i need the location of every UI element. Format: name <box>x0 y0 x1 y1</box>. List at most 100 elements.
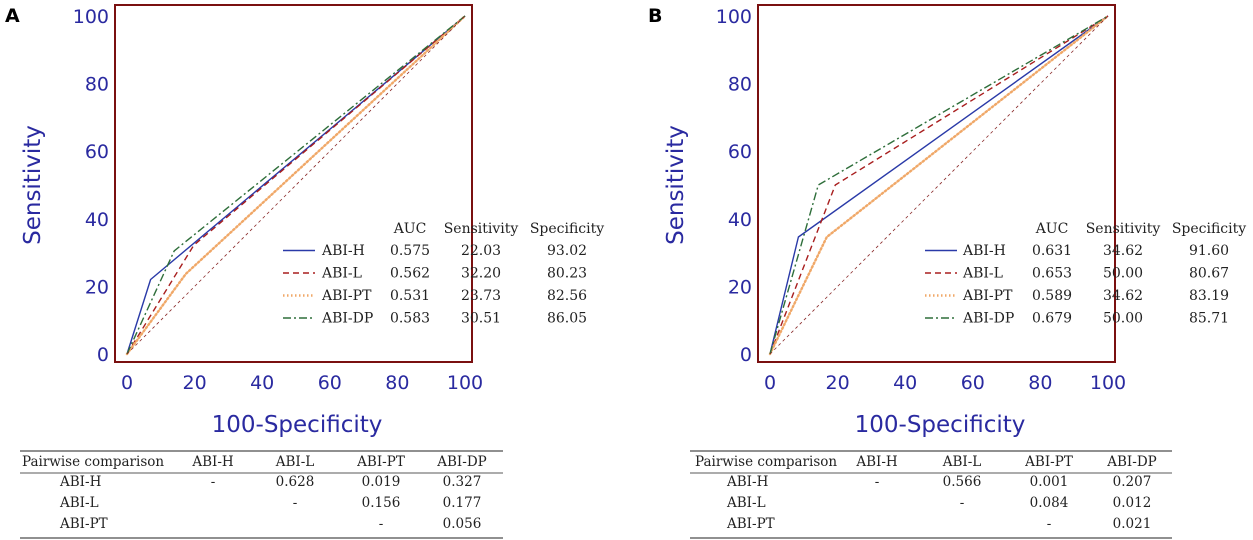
legend-specificity-value: 85.71 <box>1189 311 1229 327</box>
table-cell: - <box>293 495 298 511</box>
roc-curve-abi-l <box>126 15 466 355</box>
y-tick-label: 0 <box>740 344 752 366</box>
x-tick-label: 80 <box>1028 372 1052 394</box>
table-cell: - <box>960 495 965 511</box>
table-header-cell: ABI-PT <box>356 454 405 470</box>
legend-specificity-value: 83.19 <box>1189 288 1229 304</box>
legend-header-auc: AUC <box>393 221 427 237</box>
legend-specificity-value: 93.02 <box>547 243 587 259</box>
y-tick-label: 80 <box>85 74 109 96</box>
table-cell: - <box>875 474 880 490</box>
x-tick-label: 60 <box>318 372 342 394</box>
legend-specificity-value: 86.05 <box>547 311 587 327</box>
table-header-cell: ABI-L <box>275 454 315 470</box>
legend-auc-value: 0.653 <box>1032 266 1072 282</box>
roc-curve-reference <box>769 15 1109 355</box>
table-cell: 0.566 <box>943 474 982 490</box>
roc-curve-reference <box>126 15 466 355</box>
x-tick-label: 100 <box>1090 372 1126 394</box>
legend-specificity-value: 80.67 <box>1189 266 1229 282</box>
x-tick-label: 0 <box>121 372 133 394</box>
x-tick-label: 20 <box>183 372 207 394</box>
roc-curve-abi-dp <box>126 15 466 355</box>
x-tick-label: 40 <box>250 372 274 394</box>
y-tick-label: 40 <box>85 209 109 231</box>
legend-header-specificity: Specificity <box>530 221 604 237</box>
x-tick-label: 60 <box>961 372 985 394</box>
legend-sensitivity-value: 34.62 <box>1103 243 1143 259</box>
legend-auc-value: 0.679 <box>1032 311 1072 327</box>
legend-label: ABI-PT <box>962 288 1013 304</box>
plot-frame <box>114 4 473 363</box>
legend-sensitivity-value: 23.73 <box>461 288 501 304</box>
legend-auc-value: 0.562 <box>390 266 430 282</box>
table-header-cell: ABI-DP <box>1106 454 1156 470</box>
table-cell: 0.177 <box>443 495 482 511</box>
table-header-cell: ABI-L <box>942 454 982 470</box>
table-cell: 0.056 <box>443 516 482 532</box>
table-header-cell: ABI-PT <box>1024 454 1073 470</box>
roc-curve-abi-pt <box>768 14 1110 356</box>
table-cell: - <box>1047 516 1052 532</box>
table-cell: ABI-PT <box>726 516 775 532</box>
y-tick-label: 60 <box>85 141 109 163</box>
legend-header-specificity: Specificity <box>1172 221 1246 237</box>
table-cell: 0.156 <box>362 495 401 511</box>
legend-sensitivity-value: 34.62 <box>1103 288 1143 304</box>
table-cell: 0.327 <box>443 474 482 490</box>
y-axis-title: Sensitivity <box>20 125 46 245</box>
x-tick-label: 0 <box>764 372 776 394</box>
legend-auc-value: 0.631 <box>1032 243 1072 259</box>
roc-curve-abi-h <box>126 15 466 355</box>
legend-specificity-value: 82.56 <box>547 288 587 304</box>
y-axis-title: Sensitivity <box>663 125 689 245</box>
table-cell: ABI-H <box>59 474 102 490</box>
legend-header-auc: AUC <box>1035 221 1069 237</box>
legend-header-sensitivity: Sensitivity <box>444 221 519 237</box>
x-tick-label: 40 <box>893 372 917 394</box>
y-tick-label: 40 <box>728 209 752 231</box>
panel-letter-b: B <box>648 5 662 27</box>
legend-label: ABI-DP <box>962 311 1014 327</box>
legend-header-sensitivity: Sensitivity <box>1086 221 1161 237</box>
table-header-cell: ABI-H <box>191 454 234 470</box>
roc-curve-abi-h <box>769 15 1109 355</box>
legend-label: ABI-H <box>321 243 365 259</box>
legend-sensitivity-value: 22.03 <box>461 243 501 259</box>
y-tick-label: 100 <box>73 6 109 28</box>
legend-specificity-value: 91.60 <box>1189 243 1229 259</box>
legend-sensitivity-value: 32.20 <box>461 266 501 282</box>
table-header-cell: ABI-H <box>855 454 898 470</box>
table-cell: - <box>211 474 216 490</box>
legend-auc-value: 0.583 <box>390 311 430 327</box>
table-cell: ABI-H <box>726 474 769 490</box>
table-cell: 0.207 <box>1113 474 1152 490</box>
legend-label: ABI-L <box>962 266 1003 282</box>
table-cell: ABI-L <box>726 495 766 511</box>
table-cell: 0.019 <box>362 474 401 490</box>
table-cell: 0.001 <box>1030 474 1069 490</box>
legend-auc-value: 0.589 <box>1032 288 1072 304</box>
legend-sensitivity-value: 50.00 <box>1103 266 1143 282</box>
y-tick-label: 100 <box>716 6 752 28</box>
legend-auc-value: 0.575 <box>390 243 430 259</box>
table-cell: ABI-PT <box>59 516 108 532</box>
roc-curve-abi-pt <box>125 14 467 356</box>
legend-label: ABI-L <box>321 266 362 282</box>
table-cell: 0.021 <box>1113 516 1152 532</box>
panel-letter-a: A <box>5 5 20 27</box>
table-header-cell: Pairwise comparison <box>22 454 164 470</box>
x-axis-title: 100-Specificity <box>212 412 383 438</box>
x-tick-label: 100 <box>447 372 483 394</box>
y-tick-label: 80 <box>728 74 752 96</box>
table-cell: 0.628 <box>276 474 315 490</box>
legend-label: ABI-PT <box>321 288 372 304</box>
table-cell: - <box>379 516 384 532</box>
legend-specificity-value: 80.23 <box>547 266 587 282</box>
legend-sensitivity-value: 30.51 <box>461 311 501 327</box>
table-cell: 0.012 <box>1113 495 1152 511</box>
x-tick-label: 20 <box>826 372 850 394</box>
legend-sensitivity-value: 50.00 <box>1103 311 1143 327</box>
table-header-cell: Pairwise comparison <box>695 454 837 470</box>
